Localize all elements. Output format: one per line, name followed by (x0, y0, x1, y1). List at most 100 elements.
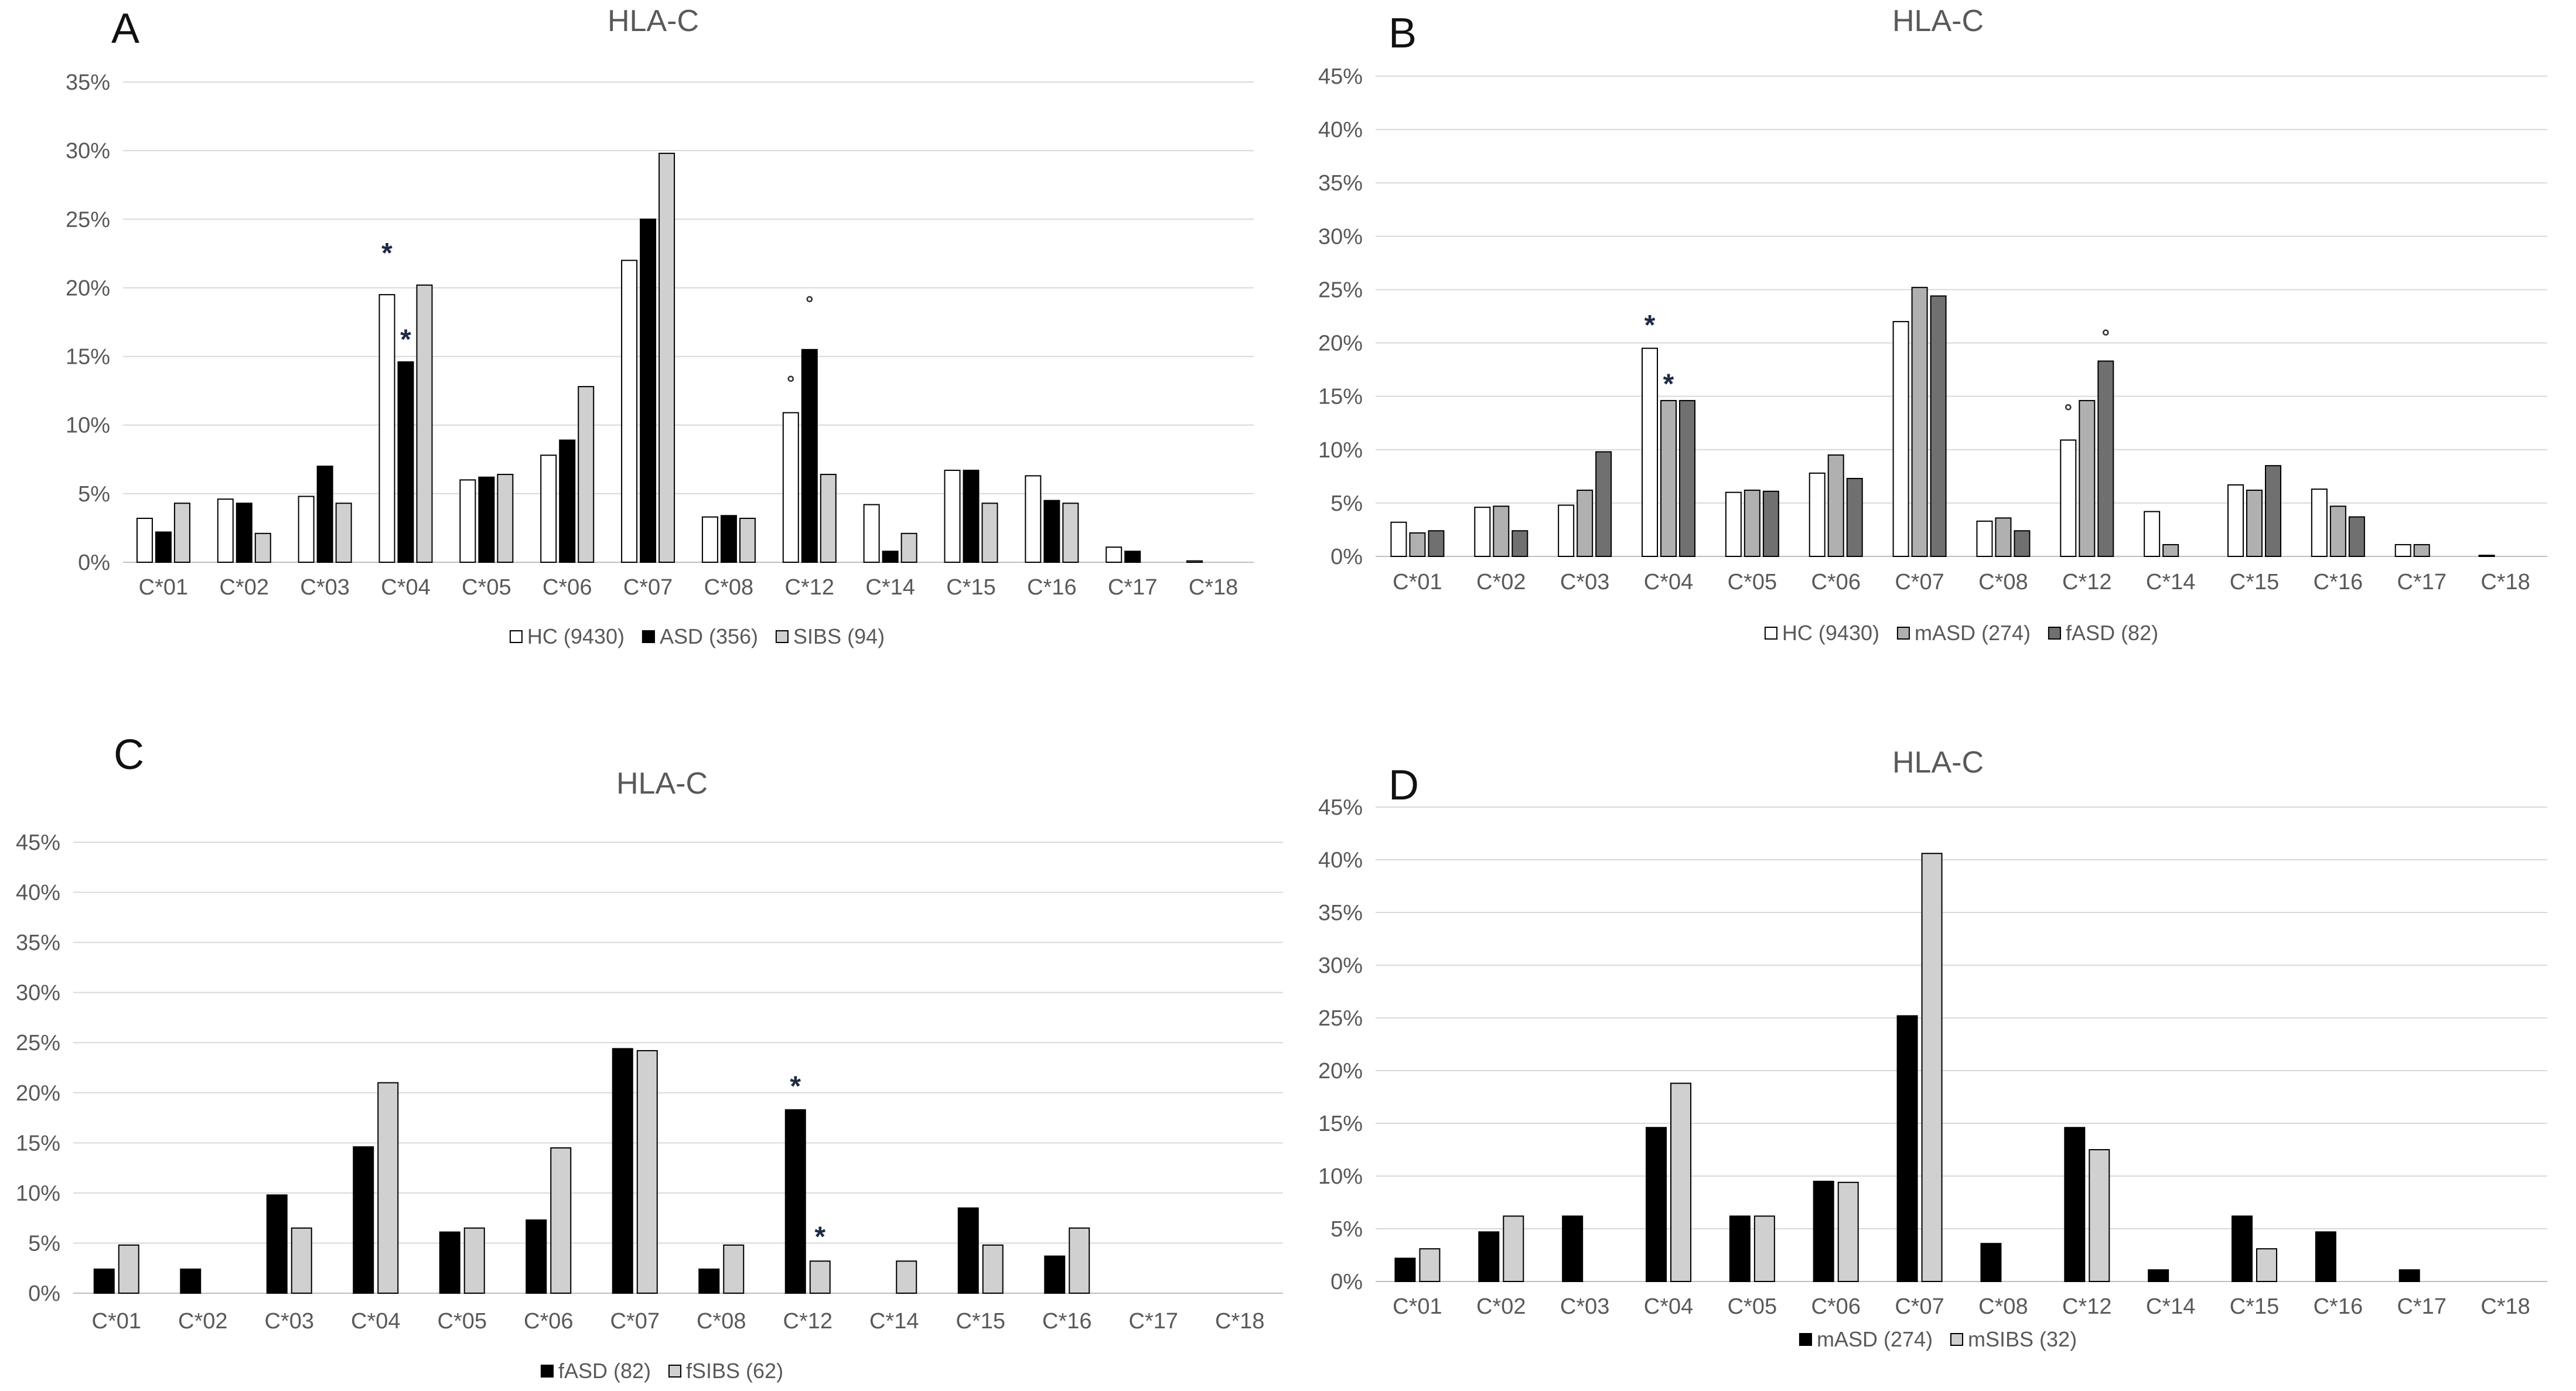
bar (1762, 490, 1779, 557)
bar (1670, 1082, 1691, 1282)
y-tick-label: 15% (16, 1131, 60, 1156)
y-tick-label: 25% (1318, 1006, 1363, 1031)
significance-marker: ° (806, 293, 814, 315)
x-tick-label: C*07 (610, 1309, 660, 1334)
bar (1725, 491, 1742, 558)
bar (1428, 530, 1445, 557)
bar (1813, 1181, 1834, 1282)
bar (900, 532, 917, 563)
bar (1921, 853, 1943, 1282)
bar (2329, 505, 2346, 557)
bar (298, 495, 315, 563)
bar (1729, 1215, 1751, 1283)
x-tick-label: C*17 (1129, 1309, 1179, 1334)
bar (1646, 1127, 1667, 1282)
significance-marker: * (381, 238, 393, 269)
x-tick-label: C*02 (220, 575, 269, 600)
y-tick-label: 10% (66, 413, 110, 438)
bar (784, 1109, 806, 1294)
bar (1044, 1255, 1066, 1294)
x-tick-label: C*12 (783, 1309, 833, 1334)
x-tick-label: C*16 (1042, 1309, 1092, 1334)
bar (1892, 321, 1909, 557)
x-tick-label: C*06 (524, 1309, 574, 1334)
significance-marker: * (400, 324, 411, 355)
bar (2014, 530, 2031, 557)
x-tick-label: C*05 (438, 1309, 487, 1334)
legend-swatch (1896, 627, 1910, 640)
x-tick-label: C*03 (1560, 1294, 1610, 1319)
bar (1394, 1257, 1416, 1283)
bar (254, 532, 271, 563)
x-tick-label: C*04 (1644, 1294, 1694, 1319)
bar (377, 1082, 399, 1294)
y-tick-label: 0% (78, 551, 110, 575)
y-tick-label: 5% (78, 482, 110, 507)
legend-swatch (2048, 627, 2062, 640)
y-tick-label: 15% (1318, 1112, 1363, 1136)
x-tick-label: C*02 (178, 1309, 228, 1334)
x-tick-label: C*12 (2062, 570, 2112, 594)
bar (809, 1260, 831, 1294)
x-tick-label: C*05 (462, 575, 511, 600)
legend-label: fSIBS (62) (685, 1359, 784, 1383)
bar (698, 1268, 720, 1294)
x-tick-label: C*14 (865, 575, 915, 600)
bar (1995, 517, 2012, 558)
bar (416, 284, 433, 563)
x-tick-label: C*16 (2314, 1294, 2363, 1319)
panel-c-legend: fASD (82) fSIBS (62) (540, 1359, 784, 1383)
bar (526, 1219, 547, 1294)
panel-b-title: HLA-C (1892, 4, 1984, 38)
x-tick-label: C*17 (2397, 1294, 2447, 1319)
bar (1558, 504, 1575, 557)
bar (944, 470, 961, 563)
significance-marker: ° (787, 372, 795, 394)
x-tick-label: C*05 (1728, 570, 1777, 594)
bar (1930, 295, 1947, 557)
legend-item: mASD (274) (1799, 1327, 1933, 1352)
y-tick-label: 10% (1318, 438, 1363, 463)
bar (621, 259, 638, 563)
bar (1478, 1231, 1500, 1283)
y-tick-label: 20% (66, 276, 110, 300)
legend-label: mASD (274) (1816, 1327, 1933, 1351)
bar (882, 551, 899, 563)
panel-a-title: HLA-C (607, 4, 700, 38)
y-tick-label: 15% (1318, 385, 1363, 409)
panel-c-letter: C (114, 732, 144, 778)
y-tick-label: 25% (1318, 278, 1363, 302)
y-tick-label: 30% (1318, 224, 1363, 249)
y-tick-label: 35% (66, 70, 110, 95)
y-tick-label: 30% (16, 981, 60, 1006)
y-tick-label: 5% (28, 1231, 60, 1256)
bar (636, 1050, 658, 1294)
bar (2265, 465, 2281, 557)
bar (1577, 490, 1594, 557)
legend-item: mASD (274) (1896, 621, 2031, 645)
x-tick-label: C*16 (2314, 570, 2363, 594)
bar (2144, 511, 2161, 558)
y-tick-label: 40% (16, 881, 60, 905)
bar (1474, 507, 1491, 558)
bar (1827, 454, 1844, 558)
bar (1753, 1215, 1775, 1283)
panel-c-title: HLA-C (616, 767, 708, 801)
legend-swatch (668, 1365, 681, 1378)
bar (540, 454, 557, 563)
x-tick-label: C*04 (1644, 570, 1694, 594)
x-tick-label: C*18 (1189, 575, 1238, 600)
legend-swatch (509, 630, 523, 643)
legend-swatch (642, 630, 655, 643)
bar (1744, 490, 1760, 557)
x-tick-label: C*01 (92, 1309, 142, 1334)
legend-swatch (540, 1365, 554, 1378)
bar (316, 466, 333, 563)
bar (1069, 1227, 1090, 1294)
panel-d-legend: mASD (274) mSIBS (32) (1799, 1327, 2077, 1352)
y-tick-label: 0% (1330, 1270, 1363, 1294)
significance-marker: ° (2101, 326, 2110, 348)
bar (1976, 520, 1993, 557)
x-tick-label: C*02 (1476, 1294, 1526, 1319)
x-tick-label: C*14 (2146, 1294, 2196, 1319)
